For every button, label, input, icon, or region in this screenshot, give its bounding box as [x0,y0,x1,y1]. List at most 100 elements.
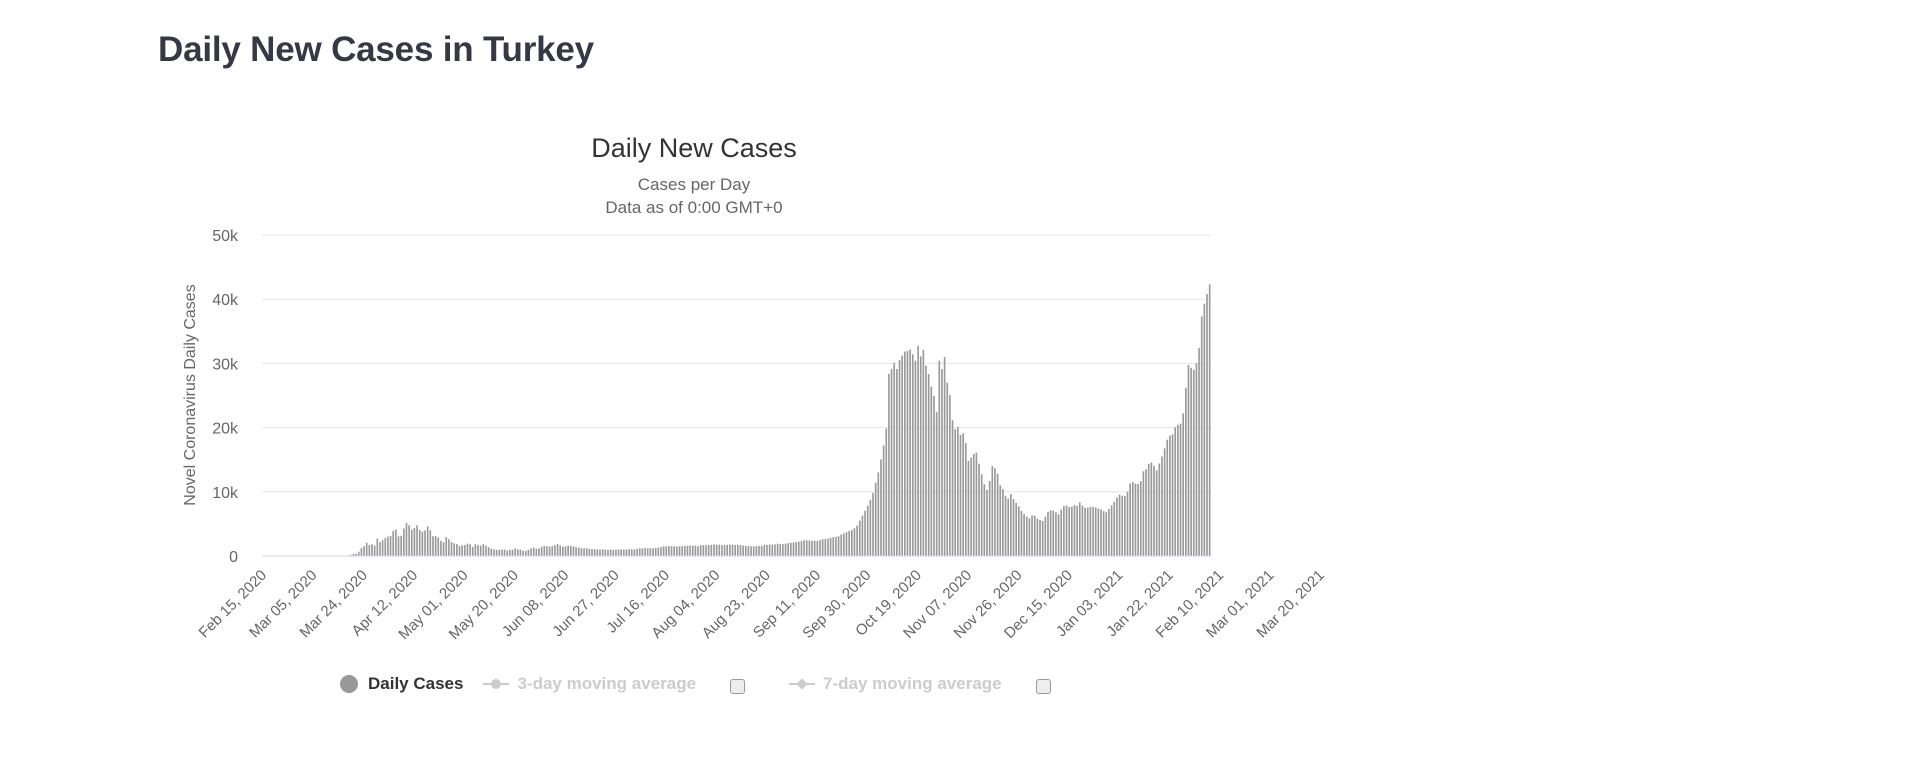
bar[interactable] [967,460,970,556]
bar[interactable] [707,545,710,556]
bar[interactable] [1105,512,1108,556]
bar[interactable] [1020,510,1023,556]
bar[interactable] [800,541,803,556]
bar[interactable] [527,549,530,556]
bar[interactable] [702,545,705,556]
bar[interactable] [954,429,957,556]
bar[interactable] [644,547,646,556]
bar[interactable] [1049,510,1052,556]
bar[interactable] [1137,483,1139,556]
bar[interactable] [1076,505,1078,556]
bar[interactable] [909,349,911,556]
bar[interactable] [943,356,946,556]
bar[interactable] [509,549,511,556]
bar[interactable] [1004,495,1007,556]
bar[interactable] [1139,481,1142,556]
bar[interactable] [583,548,585,556]
bar[interactable] [1177,424,1179,556]
bar[interactable] [837,536,840,556]
bar[interactable] [919,356,922,556]
bar[interactable] [469,544,471,556]
bar[interactable] [410,529,413,556]
bar[interactable] [1039,520,1041,556]
bar[interactable] [911,354,914,556]
bar[interactable] [1068,507,1070,556]
bar[interactable] [516,549,519,556]
bar[interactable] [607,550,609,556]
bar[interactable] [503,549,506,556]
bar[interactable] [1031,515,1033,556]
bar[interactable] [432,536,434,556]
bar[interactable] [580,548,583,556]
bar[interactable] [848,530,850,556]
bar[interactable] [1166,439,1169,556]
bar[interactable] [676,546,678,556]
bar[interactable] [636,548,638,556]
bar[interactable] [721,545,723,556]
bar[interactable] [612,549,615,556]
bar[interactable] [418,529,421,556]
bar[interactable] [593,549,596,556]
bar[interactable] [1041,520,1044,556]
bar[interactable] [389,535,392,556]
bar[interactable] [633,549,636,556]
bar[interactable] [413,528,416,556]
bar[interactable] [994,468,996,556]
bar[interactable] [864,510,866,556]
bar[interactable] [715,544,718,556]
bar[interactable] [381,540,384,556]
bar[interactable] [1078,502,1081,556]
bar[interactable] [972,453,975,556]
bar[interactable] [752,546,755,556]
bar[interactable] [744,545,747,556]
bar[interactable] [861,515,864,556]
bar[interactable] [951,420,954,556]
bar[interactable] [365,542,368,556]
bar[interactable] [739,545,742,556]
bar[interactable] [858,520,861,556]
bar[interactable] [1086,507,1089,556]
bar[interactable] [630,549,633,556]
bar[interactable] [1185,387,1187,556]
bar[interactable] [463,545,466,556]
bar[interactable] [498,549,501,556]
bar[interactable] [477,545,479,556]
bar[interactable] [983,484,986,556]
bar[interactable] [1153,465,1155,556]
bar[interactable] [882,445,885,556]
bar[interactable] [782,544,784,556]
bar[interactable] [1012,499,1015,556]
bar[interactable] [458,546,461,556]
bar[interactable] [843,533,845,556]
bar[interactable] [1145,469,1147,556]
bar[interactable] [975,452,978,556]
bar[interactable] [511,549,514,556]
bar[interactable] [471,546,474,556]
bar[interactable] [540,546,543,556]
bar[interactable] [933,396,935,556]
bar[interactable] [710,544,713,556]
bar[interactable] [654,547,657,556]
bar[interactable] [874,482,877,556]
bar[interactable] [694,545,697,556]
bar[interactable] [442,542,445,556]
bar[interactable] [742,545,744,556]
bar[interactable] [395,529,397,556]
bar[interactable] [1124,495,1126,556]
bar[interactable] [816,541,819,556]
bar[interactable] [1118,494,1121,556]
bar[interactable] [429,530,432,556]
bar[interactable] [776,543,779,556]
bar[interactable] [623,549,625,556]
bar[interactable] [448,539,450,556]
bar[interactable] [1063,505,1065,556]
bar[interactable] [768,544,771,556]
bar[interactable] [813,540,816,556]
bar[interactable] [379,542,381,556]
bar[interactable] [1036,518,1039,556]
bar[interactable] [363,546,365,556]
bar[interactable] [686,545,689,556]
bar[interactable] [1113,501,1116,556]
bar[interactable] [996,473,999,556]
bar[interactable] [890,368,893,556]
